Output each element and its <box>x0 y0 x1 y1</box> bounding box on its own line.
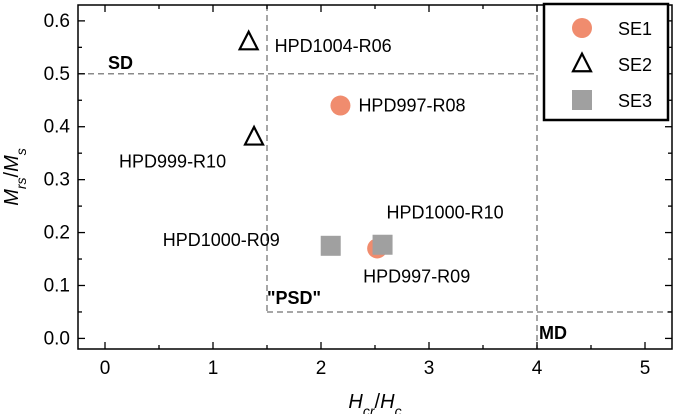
legend-marker-se3 <box>572 90 592 110</box>
x-tick-label: 1 <box>208 358 219 379</box>
point-label: HPD997-R08 <box>358 96 465 116</box>
data-point-se2 <box>237 29 260 51</box>
region-labels: SD "PSD" MD <box>108 53 567 343</box>
data-point-se3 <box>320 235 341 256</box>
x-tick-label: 0 <box>100 358 111 379</box>
axis-ticks: 0 1 2 3 4 5 0.0 0.1 0.2 0.3 0.4 0.5 0.6 <box>44 5 672 379</box>
data-point-se1 <box>330 95 351 116</box>
point-label: HPD999-R10 <box>119 151 226 171</box>
region-label: SD <box>108 53 133 73</box>
region-label: "PSD" <box>267 288 321 308</box>
point-label: HPD997-R09 <box>363 266 470 286</box>
y-tick-label: 0.0 <box>44 328 70 349</box>
data-point-se2 <box>243 124 265 146</box>
y-tick-label: 0.1 <box>44 275 70 296</box>
y-tick-label: 0.2 <box>44 223 70 244</box>
point-label: HPD1004-R06 <box>275 36 392 56</box>
y-tick-label: 0.4 <box>44 117 71 138</box>
data-points <box>237 29 393 259</box>
x-axis-label: Hcr/Hc <box>348 391 401 414</box>
y-tick-label: 0.5 <box>44 64 70 85</box>
point-annotations: HPD997-R08 HPD997-R09 HPD1004-R06 HPD999-R1… <box>119 36 504 286</box>
x-tick-label: 4 <box>532 358 543 379</box>
legend-label: SE1 <box>618 19 652 39</box>
legend-marker-se2 <box>571 51 593 73</box>
point-label: HPD1000-R10 <box>387 203 504 223</box>
y-axis-label: Mrs/Ms <box>1 148 29 206</box>
x-tick-label: 5 <box>640 358 651 379</box>
legend-label: SE2 <box>618 55 652 75</box>
x-tick-label: 3 <box>424 358 435 379</box>
region-label: MD <box>539 323 567 343</box>
point-label: HPD1000-R09 <box>163 230 280 250</box>
data-point-se3 <box>372 234 393 255</box>
legend-marker-se1 <box>572 18 592 38</box>
y-tick-label: 0.3 <box>44 170 70 191</box>
legend-label: SE3 <box>618 91 652 111</box>
region-boundaries <box>78 5 672 349</box>
x-tick-label: 2 <box>316 358 327 379</box>
legend-box <box>542 2 670 122</box>
legend: SE1 SE2 SE3 <box>542 2 670 122</box>
y-tick-label: 0.6 <box>44 11 70 32</box>
